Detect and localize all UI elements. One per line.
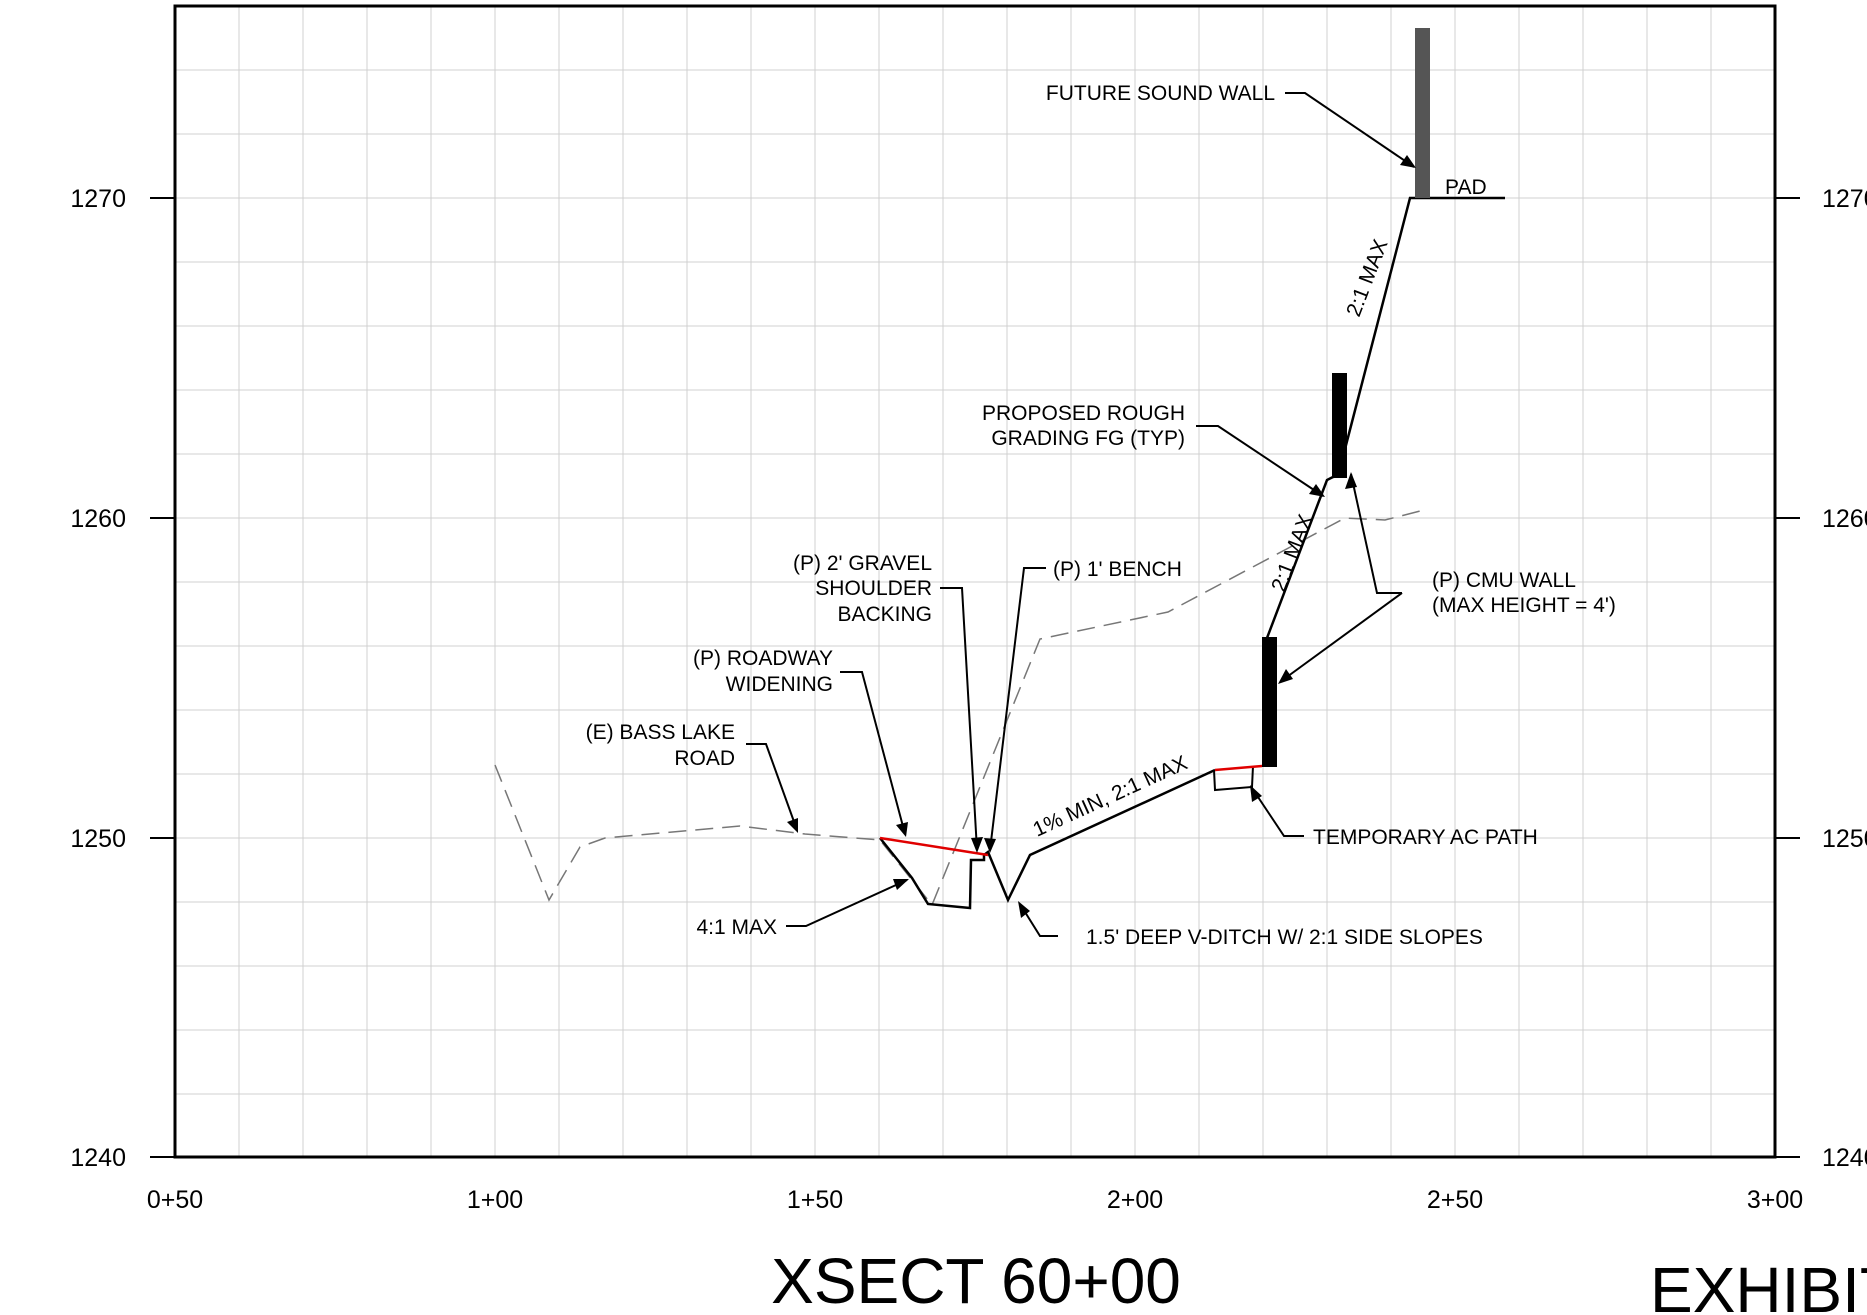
exhibit-title: EXHIBIT — [1650, 1254, 1867, 1315]
y-left-tick-1260: 1260 — [70, 505, 126, 533]
note-bench: (P) 1' BENCH — [1053, 558, 1182, 581]
x-tick-2-00: 2+00 — [1107, 1186, 1163, 1214]
note-gravel-line-1: (P) 2' GRAVEL — [793, 552, 932, 575]
note-bass-lake-line-2: ROAD — [674, 747, 735, 770]
y-right-tick-1270: 1270 — [1822, 185, 1867, 213]
y-right-tick-1250: 1250 — [1822, 825, 1867, 853]
note-slope-upper: 2:1 MAX — [1342, 236, 1392, 319]
existing-ground-line — [494, 509, 1425, 907]
y-right-tick-1240: 1240 — [1822, 1144, 1867, 1172]
note-proposed-rough-line-1: PROPOSED ROUGH — [982, 402, 1185, 425]
note-cmu-wall-line-1: (P) CMU WALL — [1432, 569, 1576, 592]
leader-arrowheads — [787, 155, 1416, 918]
temporary-ac-pavement — [1214, 764, 1263, 772]
note-bass-lake-line-1: (E) BASS LAKE — [586, 721, 735, 744]
note-gravel-line-2: SHOULDER — [815, 577, 932, 600]
note-proposed-rough-line-2: GRADING FG (TYP) — [991, 427, 1185, 450]
leader-lines — [746, 92, 1415, 937]
proposed-grade-line — [879, 768, 1216, 910]
y-right-tick-1260: 1260 — [1822, 505, 1867, 533]
note-temporary-ac-path: TEMPORARY AC PATH — [1313, 826, 1538, 849]
plot-grid — [175, 6, 1775, 1157]
cmu-wall-lower — [1262, 637, 1277, 767]
note-v-ditch: 1.5' DEEP V-DITCH W/ 2:1 SIDE SLOPES — [1086, 926, 1483, 949]
y-left-tick-1240: 1240 — [70, 1144, 126, 1172]
plot-frame — [173, 4, 1777, 1159]
roadway-widening-pavement — [879, 836, 989, 857]
note-widening-line-2: WIDENING — [726, 673, 833, 696]
axis-ticks — [150, 197, 1800, 1158]
note-four-to-one: 4:1 MAX — [696, 916, 777, 939]
note-gravel-line-3: BACKING — [837, 603, 932, 626]
x-tick-0-50: 0+50 — [147, 1186, 203, 1214]
y-left-tick-1250: 1250 — [70, 825, 126, 853]
x-tick-2-50: 2+50 — [1427, 1186, 1483, 1214]
future-sound-wall — [1415, 28, 1430, 198]
cross-section-title: XSECT 60+00 — [771, 1245, 1181, 1315]
note-widening-line-1: (P) ROADWAY — [693, 647, 833, 670]
temporary-ac-path-outline — [1213, 765, 1254, 792]
note-pad: PAD — [1445, 176, 1487, 199]
cmu-wall-upper — [1332, 373, 1347, 478]
note-future-sound-wall: FUTURE SOUND WALL — [1046, 82, 1275, 105]
note-cmu-wall-line-2: (MAX HEIGHT = 4') — [1432, 594, 1616, 617]
x-tick-1-00: 1+00 — [467, 1186, 523, 1214]
note-slope-lower: 1% MIN, 2:1 MAX — [1030, 751, 1191, 841]
y-left-tick-1270: 1270 — [70, 185, 126, 213]
x-tick-3-00: 3+00 — [1747, 1186, 1803, 1214]
x-tick-1-50: 1+50 — [787, 1186, 843, 1214]
